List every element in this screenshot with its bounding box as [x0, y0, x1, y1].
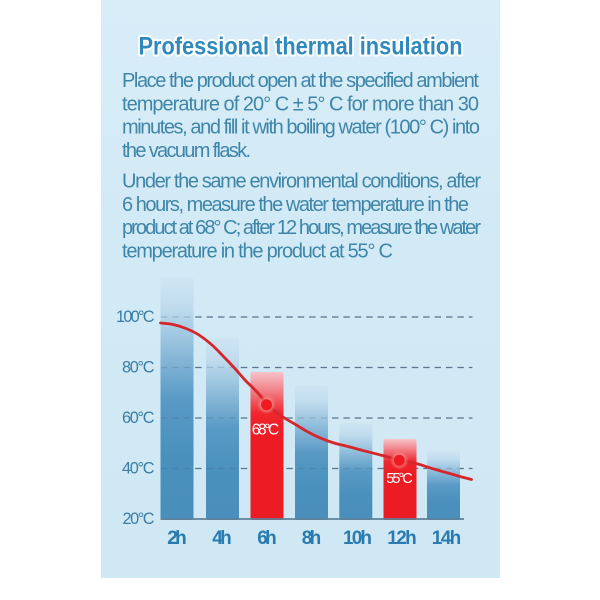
- svg-text:temperature of 20° C ± 5° C fo: temperature of 20° C ± 5° C for more tha…: [122, 93, 479, 115]
- svg-text:6h: 6h: [257, 528, 277, 549]
- svg-text:Under the same environmental c: Under the same environmental conditions,…: [122, 171, 481, 193]
- svg-text:12h: 12h: [387, 528, 417, 549]
- svg-text:temperature in the product at: temperature in the product at 55° C: [122, 240, 393, 262]
- svg-text:the vacuum flask.: the vacuum flask.: [122, 140, 251, 162]
- svg-text:60°C: 60°C: [122, 409, 155, 427]
- svg-text:8h: 8h: [302, 528, 322, 549]
- svg-text:Place the product open at the: Place the product open at the specified …: [122, 70, 479, 92]
- svg-text:40°C: 40°C: [122, 460, 155, 478]
- svg-text:10h: 10h: [343, 528, 372, 549]
- svg-text:68°C: 68°C: [252, 422, 280, 439]
- svg-text:14h: 14h: [432, 528, 462, 549]
- svg-text:minutes, and fill it with boil: minutes, and fill it with boiling water …: [122, 117, 480, 139]
- svg-text:20°C: 20°C: [123, 510, 155, 528]
- svg-text:55°C: 55°C: [386, 471, 413, 487]
- svg-text:80°C: 80°C: [122, 359, 155, 377]
- svg-text:product at 68° C; after 12 hou: product at 68° C; after 12 hours, measur…: [122, 217, 481, 239]
- svg-text:100°C: 100°C: [116, 308, 155, 326]
- svg-text:2h: 2h: [167, 528, 187, 549]
- svg-text:Professional thermal insulatio: Professional thermal insulation: [139, 33, 463, 61]
- svg-text:4h: 4h: [212, 528, 232, 549]
- svg-text:6 hours, measure the water tem: 6 hours, measure the water temperature i…: [122, 194, 469, 216]
